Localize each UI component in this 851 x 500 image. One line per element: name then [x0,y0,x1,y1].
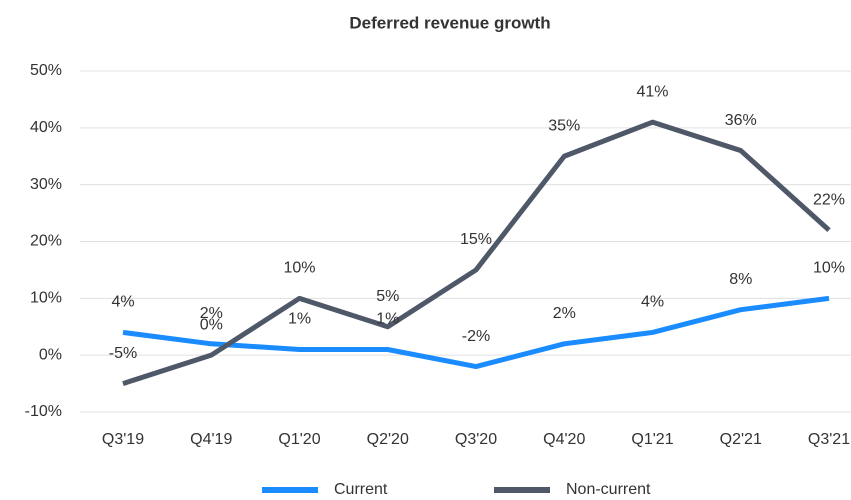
data-label: 4% [641,294,664,311]
legend-label: Current [334,481,388,498]
data-label: 0% [200,316,223,333]
legend-label: Non-current [566,481,651,498]
data-label: 35% [548,117,580,134]
y-tick-label: -10% [25,403,62,420]
data-label: 15% [460,231,492,248]
x-tick-label: Q1'20 [278,431,320,448]
data-label: 1% [376,311,399,328]
series-line [122,119,831,386]
x-tick-label: Q1'21 [631,431,673,448]
x-tick-label: Q2'20 [367,431,409,448]
x-tick-label: Q3'20 [455,431,497,448]
data-label: 41% [636,83,668,100]
data-label: 36% [725,112,757,129]
data-label: 22% [813,191,845,208]
data-label: 10% [813,260,845,277]
y-tick-label: 30% [30,176,62,193]
data-label: 4% [111,294,134,311]
chart-title: Deferred revenue growth [349,13,550,32]
y-tick-label: 50% [30,62,62,79]
data-label: 10% [283,260,315,277]
data-label: 8% [729,271,752,288]
y-tick-label: 20% [30,233,62,250]
data-label: 1% [288,311,311,328]
x-tick-label: Q4'19 [190,431,232,448]
y-tick-label: 10% [30,290,62,307]
data-label: 5% [376,288,399,305]
series-line [122,295,830,370]
y-tick-label: 0% [39,346,62,363]
y-tick-label: 40% [30,119,62,136]
data-label: -5% [109,345,137,362]
data-label: -2% [462,328,490,345]
data-label: 2% [200,305,223,322]
data-label: 2% [553,305,576,322]
x-tick-label: Q4'20 [543,431,585,448]
x-tick-label: Q3'19 [102,431,144,448]
x-tick-label: Q2'21 [720,431,762,448]
x-tick-label: Q3'21 [808,431,850,448]
